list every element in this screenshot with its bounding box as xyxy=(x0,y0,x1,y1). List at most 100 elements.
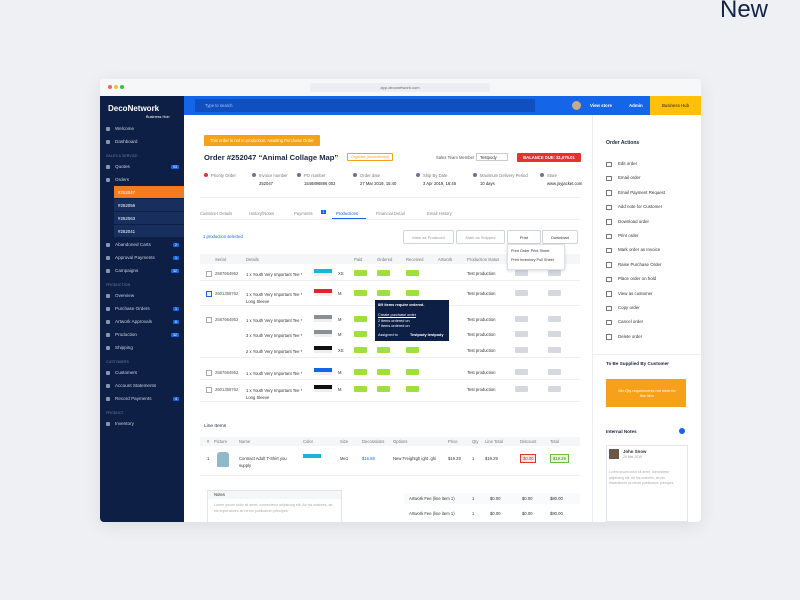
nav-item[interactable]: Dashboard xyxy=(100,135,184,148)
checkbox[interactable] xyxy=(206,270,212,277)
print-menu-item[interactable]: Print Order Print Sheet xyxy=(511,249,550,253)
notes-box: Notes Lorem ipsum dolor sit amet, consect… xyxy=(207,490,342,522)
nav: Welcome Dashboard SALES & SERVICE Quotes 93 O… xyxy=(100,122,184,430)
nav-subitem[interactable]: #252063 xyxy=(114,212,184,225)
nav-item[interactable]: Campaigns 32 xyxy=(100,264,184,277)
note-card: John Snow 20 Mar 2019 Lorem ipsum dolor si… xyxy=(606,445,688,522)
nav-subitem[interactable]: #252041 xyxy=(114,225,184,238)
balance-due: BALANCE DUE: $1,676.01 xyxy=(517,153,581,162)
url-bar[interactable]: app.deconetwork.com xyxy=(310,83,490,92)
nav-item[interactable]: Overview xyxy=(100,289,184,302)
table-header: Ordered xyxy=(377,257,393,262)
production-status: Test production xyxy=(467,270,496,276)
hub-button[interactable]: Business Hub xyxy=(650,96,701,115)
nav-icon xyxy=(106,345,110,350)
search[interactable]: Type to search xyxy=(195,99,535,112)
nav-icon xyxy=(106,370,110,375)
checkbox[interactable] xyxy=(206,316,212,323)
action[interactable]: Add note for Customer xyxy=(618,204,663,210)
tab[interactable]: Email History xyxy=(427,211,452,216)
tab[interactable]: Financial Detail xyxy=(376,211,405,216)
tab[interactable]: Customer Details xyxy=(200,211,233,216)
action[interactable]: Copy order xyxy=(618,305,640,310)
order-title: Order #252047 “Animal Collage Map” xyxy=(204,153,339,162)
info-label: PO number xyxy=(304,173,326,178)
row-divider xyxy=(200,401,580,402)
nav-item[interactable]: Purchase Orders 1 xyxy=(100,302,184,315)
line-total: $19.29 xyxy=(550,454,569,463)
status-chip xyxy=(515,369,528,375)
selected-count: 1 production selected xyxy=(203,234,243,239)
tooltip-link[interactable]: Create purchase order xyxy=(378,313,416,317)
checkbox[interactable] xyxy=(206,369,212,376)
nav-item[interactable]: Inventory xyxy=(100,417,184,430)
line-detail: 1 x Youth Very Important Tee * xyxy=(246,370,303,376)
line-line_total: $19.29 xyxy=(485,456,498,461)
nav-item[interactable]: Approval Payments 1 xyxy=(100,251,184,264)
fee-row-bg xyxy=(404,493,580,504)
action[interactable]: Delete order xyxy=(618,333,643,339)
status-chip xyxy=(354,316,367,322)
serial: 2587664952 xyxy=(215,369,239,375)
action-icon xyxy=(606,161,612,167)
checkbox[interactable] xyxy=(206,290,212,297)
tooltip-assigned: Testpody testpody xyxy=(410,333,444,337)
toolbar-button[interactable]: Print xyxy=(507,230,541,244)
toolbar-button[interactable]: Download xyxy=(542,230,578,244)
checkbox[interactable] xyxy=(206,386,212,393)
action[interactable]: Raise Purchase Order xyxy=(618,261,662,267)
nav-item[interactable]: Customers xyxy=(100,366,184,379)
info-value: www.joyjacket.com xyxy=(547,181,583,186)
action[interactable]: Print order xyxy=(618,233,639,238)
color-swatch xyxy=(314,385,332,389)
toolbar-button[interactable]: Mark as Produced xyxy=(403,230,454,244)
nav-item[interactable]: Record Payments 4 xyxy=(100,392,184,405)
nav-item[interactable]: Quotes 93 xyxy=(100,160,184,173)
tab[interactable]: History/Notes xyxy=(249,211,275,216)
nav-subitem[interactable]: #252056 xyxy=(114,199,184,212)
action[interactable]: Email Payment Request xyxy=(618,189,666,195)
tab[interactable]: Productions xyxy=(336,211,359,216)
team-select[interactable]: Testpody xyxy=(476,153,508,161)
tab[interactable]: Payments xyxy=(294,211,313,216)
nav-item[interactable]: Account Statements xyxy=(100,379,184,392)
color-swatch-base xyxy=(314,334,332,337)
action[interactable]: Email order xyxy=(618,175,641,181)
toolbar-button[interactable]: Mark as Shipped xyxy=(456,230,505,244)
nav-count: 1 xyxy=(173,255,179,260)
action[interactable]: Cancel order xyxy=(618,319,644,325)
avatar[interactable] xyxy=(572,101,581,110)
tab-count: 1 xyxy=(321,210,326,214)
nav-subitem[interactable]: #252047 xyxy=(114,186,184,199)
nav-item[interactable]: Production 32 xyxy=(100,328,184,341)
action-icon xyxy=(606,175,612,182)
note-text: Lorem ipsum dolor sit amet, consectetur … xyxy=(609,470,675,485)
nav-item[interactable]: Shipping xyxy=(100,341,184,354)
action[interactable]: Edit order xyxy=(618,161,638,166)
info-value: 1546896886 002 xyxy=(304,181,336,186)
status-chip xyxy=(548,270,561,276)
new-badge: New xyxy=(720,0,769,23)
nav-icon xyxy=(106,396,110,401)
line-detail: 1 x Youth Very Important Tee * xyxy=(246,317,303,323)
info-label: Store xyxy=(547,173,558,178)
color-swatch xyxy=(314,346,332,350)
action[interactable]: Download order xyxy=(618,218,649,224)
fee-total: $80.00 xyxy=(550,496,563,501)
nav-item[interactable]: Orders xyxy=(100,173,184,186)
action[interactable]: View as customer xyxy=(618,290,653,296)
admin[interactable]: Admin xyxy=(629,103,643,108)
status-chip xyxy=(377,347,390,353)
action[interactable]: Mark order as Invoice xyxy=(618,247,661,253)
nav-item[interactable]: Welcome xyxy=(100,122,184,135)
print-menu-item[interactable]: Print Inventory Pull Sheet xyxy=(511,258,554,262)
action[interactable]: Place order on hold xyxy=(618,276,657,282)
add-note[interactable] xyxy=(679,428,685,434)
nav-item[interactable]: Abandoned Carts 2 xyxy=(100,238,184,251)
nav-item[interactable]: Artwork Approvals 6 xyxy=(100,315,184,328)
action-icon xyxy=(606,219,612,225)
line-price: $19.29 xyxy=(448,456,461,461)
action-icon xyxy=(606,319,612,326)
nav-count: 32 xyxy=(171,268,179,273)
view-store[interactable]: View store xyxy=(590,103,612,108)
